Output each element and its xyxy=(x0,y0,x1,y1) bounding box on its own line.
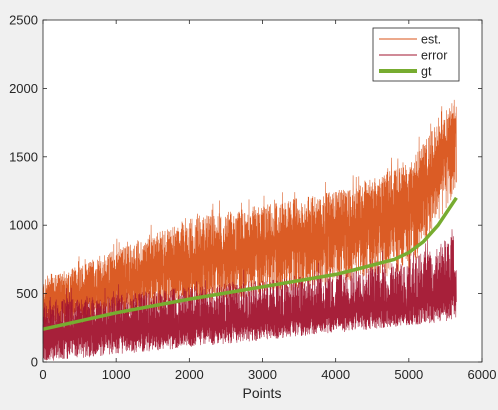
x-tick-label: 2000 xyxy=(175,367,204,382)
series-2-line xyxy=(42,229,457,361)
y-tick-label: 1500 xyxy=(9,149,38,164)
x-tick-label: 0 xyxy=(39,367,46,382)
y-tick-label: 2500 xyxy=(9,13,38,28)
x-tick-label: 6000 xyxy=(468,367,497,382)
legend-label-2: error xyxy=(421,49,447,63)
x-axis-label: Points xyxy=(243,385,282,401)
x-tick-label: 5000 xyxy=(394,367,423,382)
x-tick-label: 4000 xyxy=(321,367,350,382)
x-tick-label: 1000 xyxy=(102,367,131,382)
legend-label-3: gt xyxy=(421,65,432,79)
y-tick-label: 1000 xyxy=(9,218,38,233)
y-tick-label: 500 xyxy=(16,286,38,301)
series-3-line xyxy=(42,196,458,331)
series-1-line xyxy=(42,99,457,327)
legend: est. error gt xyxy=(372,27,460,82)
y-tick-label: 0 xyxy=(31,355,38,370)
x-tick-label: 3000 xyxy=(248,367,277,382)
legend-label-1: est. xyxy=(421,33,441,47)
y-tick-label: 2000 xyxy=(9,81,38,96)
